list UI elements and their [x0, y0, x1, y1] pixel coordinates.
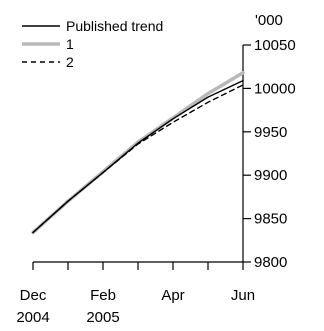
x-tick-label: Dec — [20, 287, 47, 304]
series-line-0 — [32, 79, 244, 234]
legend-label: Published trend — [66, 18, 163, 34]
series-line-2 — [32, 84, 244, 234]
x-tick-label-year: 2005 — [86, 309, 119, 326]
legend-label: 2 — [66, 54, 74, 70]
y-tick-label: 10050 — [254, 37, 296, 54]
y-tick-label: 10000 — [254, 80, 296, 97]
legend-label: 1 — [66, 36, 74, 52]
x-tick-label: Jun — [231, 287, 255, 304]
y-tick-label: 9800 — [254, 254, 287, 271]
chart-legend: Published trend 1 2 — [22, 18, 163, 70]
series-line-1 — [31, 71, 245, 235]
y-unit-label: '000 — [255, 12, 283, 29]
y-tick-label: 9900 — [254, 167, 287, 184]
x-tick-label: Apr — [161, 287, 184, 304]
chart-axes: Dec 2004 Feb 2005 Apr Jun 9800 9850 9900 9950 1000… — [16, 12, 295, 326]
chart-series — [31, 71, 245, 235]
x-tick-label: Feb — [90, 287, 116, 304]
x-tick-label-year: 2004 — [16, 309, 49, 326]
y-tick-label: 9950 — [254, 124, 287, 141]
y-tick-label: 9850 — [254, 211, 287, 228]
